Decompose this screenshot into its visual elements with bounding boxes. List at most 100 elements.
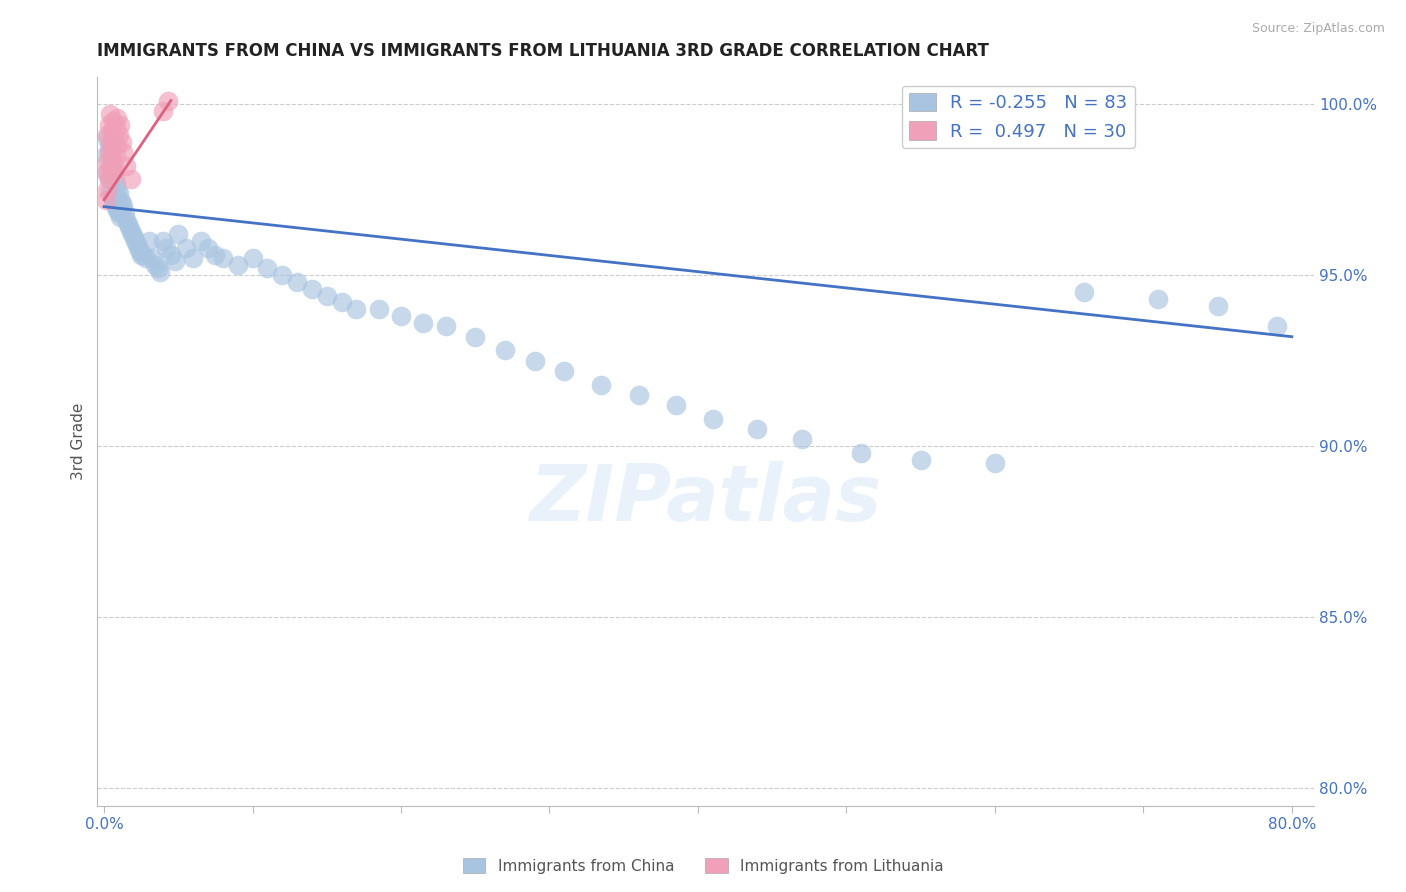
Point — [98, 161, 121, 176]
Point — [152, 103, 174, 118]
Point — [98, 107, 121, 121]
Point — [553, 364, 575, 378]
Point — [301, 282, 323, 296]
Point — [96, 128, 118, 142]
Point — [103, 196, 125, 211]
Legend: R = -0.255   N = 83, R =  0.497   N = 30: R = -0.255 N = 83, R = 0.497 N = 30 — [901, 86, 1135, 148]
Point — [98, 145, 121, 159]
Point — [112, 200, 135, 214]
Point — [131, 247, 153, 261]
Point — [271, 268, 294, 282]
Point — [1147, 292, 1170, 306]
Point — [523, 353, 546, 368]
Text: Source: ZipAtlas.com: Source: ZipAtlas.com — [1251, 22, 1385, 36]
Point — [114, 206, 136, 220]
Point — [107, 111, 129, 125]
Point — [984, 456, 1007, 470]
Point — [149, 265, 172, 279]
Point — [108, 128, 131, 142]
Point — [101, 161, 124, 176]
Point — [118, 220, 141, 235]
Point — [197, 241, 219, 255]
Point — [110, 210, 132, 224]
Point — [100, 152, 122, 166]
Point — [97, 172, 120, 186]
Point — [100, 189, 122, 203]
Point — [110, 118, 132, 132]
Point — [1206, 299, 1229, 313]
Point — [367, 302, 389, 317]
Point — [389, 309, 412, 323]
Point — [1073, 285, 1095, 300]
Point — [124, 234, 146, 248]
Point — [212, 251, 235, 265]
Point — [101, 193, 124, 207]
Point — [104, 120, 127, 135]
Point — [702, 412, 724, 426]
Point — [790, 433, 813, 447]
Point — [103, 131, 125, 145]
Point — [165, 254, 187, 268]
Point — [167, 227, 190, 241]
Point — [135, 251, 157, 265]
Point — [108, 186, 131, 200]
Point — [115, 213, 138, 227]
Point — [96, 131, 118, 145]
Point — [107, 138, 129, 153]
Point — [112, 145, 135, 159]
Point — [97, 138, 120, 153]
Point — [98, 135, 121, 149]
Point — [97, 145, 120, 159]
Point — [120, 172, 142, 186]
Point — [160, 247, 183, 261]
Point — [104, 148, 127, 162]
Point — [665, 398, 688, 412]
Point — [156, 94, 179, 108]
Point — [117, 217, 139, 231]
Point — [97, 118, 120, 132]
Legend: Immigrants from China, Immigrants from Lithuania: Immigrants from China, Immigrants from L… — [457, 852, 949, 880]
Point — [94, 165, 117, 179]
Point — [120, 224, 142, 238]
Point — [190, 234, 212, 248]
Point — [128, 244, 150, 259]
Point — [155, 241, 177, 255]
Point — [226, 258, 249, 272]
Point — [103, 169, 125, 183]
Point — [591, 377, 613, 392]
Point — [122, 230, 145, 244]
Point — [129, 247, 152, 261]
Point — [100, 124, 122, 138]
Point — [108, 206, 131, 220]
Point — [204, 247, 226, 261]
Y-axis label: 3rd Grade: 3rd Grade — [72, 402, 86, 480]
Point — [127, 241, 149, 255]
Point — [107, 182, 129, 196]
Point — [851, 446, 873, 460]
Point — [146, 261, 169, 276]
Point — [138, 234, 160, 248]
Point — [107, 203, 129, 218]
Point — [141, 251, 163, 265]
Point — [330, 295, 353, 310]
Point — [110, 193, 132, 207]
Point — [121, 227, 143, 241]
Point — [143, 258, 166, 272]
Point — [1265, 319, 1288, 334]
Point — [115, 159, 138, 173]
Point — [315, 288, 337, 302]
Point — [97, 172, 120, 186]
Text: IMMIGRANTS FROM CHINA VS IMMIGRANTS FROM LITHUANIA 3RD GRADE CORRELATION CHART: IMMIGRANTS FROM CHINA VS IMMIGRANTS FROM… — [97, 42, 988, 60]
Point — [96, 165, 118, 179]
Point — [96, 155, 118, 169]
Point — [464, 329, 486, 343]
Point — [494, 343, 516, 358]
Point — [174, 241, 197, 255]
Point — [346, 302, 368, 317]
Point — [101, 114, 124, 128]
Point — [101, 141, 124, 155]
Point — [98, 182, 121, 196]
Point — [101, 165, 124, 179]
Point — [125, 237, 148, 252]
Point — [103, 159, 125, 173]
